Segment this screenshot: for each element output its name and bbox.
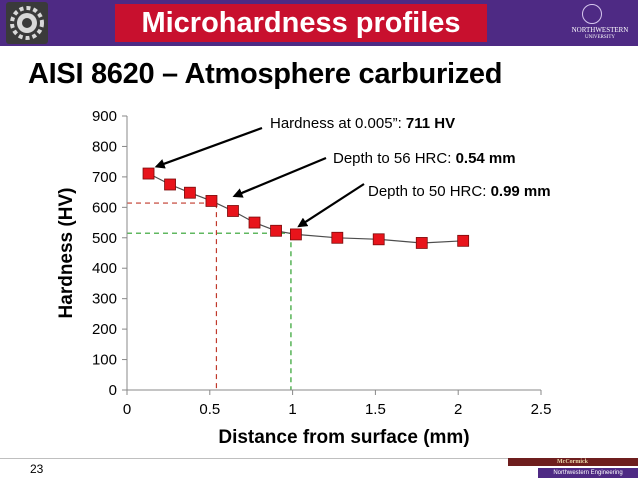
x-tick-label: 2 bbox=[454, 401, 462, 418]
y-tick-label: 600 bbox=[92, 199, 117, 216]
data-point bbox=[290, 228, 302, 241]
data-point bbox=[457, 234, 470, 247]
annotation-hardness-arrow bbox=[154, 126, 263, 169]
annotation-depth56-label: Depth to 56 HRC: bbox=[333, 150, 456, 167]
y-tick-label: 300 bbox=[92, 291, 117, 308]
page-number: 23 bbox=[30, 462, 44, 476]
banner-title: Microhardness profiles bbox=[141, 7, 461, 39]
data-point bbox=[248, 216, 261, 229]
data-point bbox=[164, 178, 176, 191]
title-box: Microhardness profiles bbox=[115, 4, 487, 42]
slide-subtitle: AISI 8620 – Atmosphere carburized bbox=[28, 58, 503, 90]
y-tick-label: 500 bbox=[92, 230, 117, 247]
x-tick-label: 0 bbox=[123, 401, 131, 418]
annotation-hardness-label: Hardness at 0.005”: bbox=[270, 115, 406, 132]
x-tick-label: 0.5 bbox=[199, 401, 220, 418]
data-point bbox=[142, 167, 155, 180]
x-axis-label: Distance from surface (mm) bbox=[218, 427, 469, 448]
data-point bbox=[415, 237, 428, 249]
y-tick-label: 200 bbox=[92, 321, 117, 338]
x-tick-label: 2.5 bbox=[531, 401, 552, 418]
university-seal-icon bbox=[582, 4, 602, 24]
annotation-depth50-label: Depth to 50 HRC: bbox=[368, 183, 491, 200]
footer-divider bbox=[0, 458, 638, 459]
annotation-hardness-value: 711 HV bbox=[406, 115, 455, 132]
data-point bbox=[270, 224, 282, 237]
annotation-depth56: Depth to 56 HRC: 0.54 mm bbox=[333, 150, 516, 167]
data-point bbox=[331, 231, 344, 244]
data-point bbox=[205, 195, 218, 207]
annotation-depth56-arrow bbox=[232, 156, 327, 198]
university-name: NORTHWESTERN bbox=[571, 26, 629, 34]
university-logo: NORTHWESTERN UNIVERSITY bbox=[566, 26, 634, 42]
title-banner: Microhardness profiles NORTHWESTERN UNIV… bbox=[0, 0, 638, 46]
annotation-depth56-value: 0.54 mm bbox=[456, 150, 516, 167]
y-tick-label: 400 bbox=[92, 260, 117, 277]
y-axis-label: Hardness (HV) bbox=[56, 188, 77, 319]
y-tick-label: 900 bbox=[92, 108, 117, 125]
data-point bbox=[227, 205, 239, 217]
annotation-hardness: Hardness at 0.005”: 711 HV bbox=[270, 115, 455, 132]
footer-brand-name: McCormick bbox=[557, 459, 588, 465]
footer-brand-bar bbox=[508, 458, 638, 466]
y-tick-label: 800 bbox=[92, 138, 117, 155]
data-point bbox=[184, 186, 196, 199]
footer-brand-sub: Northwestern Engineering bbox=[553, 470, 623, 476]
x-tick-label: 1 bbox=[288, 401, 296, 418]
annotation-depth50-value: 0.99 mm bbox=[491, 183, 551, 200]
x-tick-label: 1.5 bbox=[365, 401, 386, 418]
footer-brand-strip bbox=[538, 468, 638, 478]
y-tick-label: 0 bbox=[109, 382, 117, 399]
annotation-depth50-arrow bbox=[297, 183, 365, 228]
university-sub: UNIVERSITY bbox=[585, 35, 615, 40]
annotation-depth50: Depth to 50 HRC: 0.99 mm bbox=[368, 183, 551, 200]
data-point bbox=[372, 233, 385, 246]
y-tick-label: 700 bbox=[92, 169, 117, 186]
gear-logo-icon bbox=[6, 2, 48, 44]
y-tick-label: 100 bbox=[92, 352, 117, 369]
